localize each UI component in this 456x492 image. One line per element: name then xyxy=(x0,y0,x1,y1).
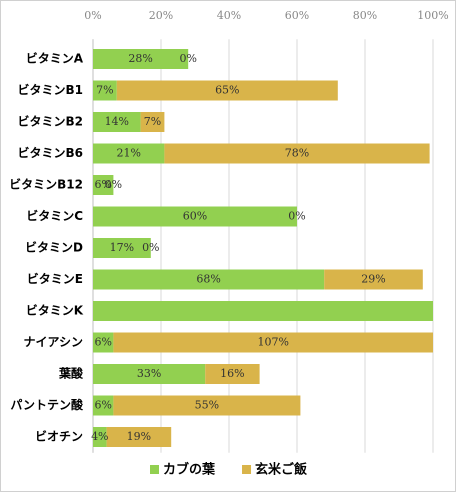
data-label: 7% xyxy=(96,84,113,97)
data-label: 14% xyxy=(105,115,129,128)
bar-segment xyxy=(93,112,141,132)
legend-swatch xyxy=(150,465,159,474)
data-label: 21% xyxy=(116,147,140,160)
data-label: 0% xyxy=(142,241,159,254)
data-label: 60% xyxy=(183,210,207,223)
x-tick-label: 20% xyxy=(149,9,173,22)
bar-segment xyxy=(324,269,423,290)
y-tick-label: ビオチン xyxy=(35,429,83,444)
y-tick-label: ビタミンB2 xyxy=(18,114,84,129)
data-label: 65% xyxy=(215,84,239,97)
data-label: 78% xyxy=(285,147,309,160)
bar-segment xyxy=(93,301,433,321)
data-label: 0% xyxy=(179,52,196,65)
data-label: 0% xyxy=(288,210,305,223)
bar-segment xyxy=(116,80,338,101)
bar-segment xyxy=(93,175,114,195)
y-tick-label: ナイアシン xyxy=(23,335,83,349)
data-label: 28% xyxy=(128,52,152,65)
bar-segment xyxy=(93,80,117,101)
bar-segment xyxy=(93,332,114,353)
data-label: 107% xyxy=(257,336,288,349)
y-tick-label: ビタミンD xyxy=(25,240,83,255)
x-tick-label: 60% xyxy=(285,9,309,22)
bar-segment xyxy=(93,143,165,164)
y-tick-label: ビタミンB12 xyxy=(9,177,83,192)
x-tick-label: 40% xyxy=(217,9,241,22)
y-tick-label: ビタミンE xyxy=(27,271,83,286)
bar-segment xyxy=(205,364,260,384)
bar-segment xyxy=(93,206,297,227)
bar-segment xyxy=(164,143,430,164)
bar-segment xyxy=(93,49,189,69)
data-label: 17% xyxy=(110,241,134,254)
legend-label: カブの葉 xyxy=(163,462,216,478)
data-label: 4% xyxy=(91,430,108,443)
data-label: 55% xyxy=(195,399,219,412)
bar-segment xyxy=(93,364,206,384)
x-tick-label: 0% xyxy=(84,9,101,22)
bar-segment xyxy=(113,332,433,353)
bar-segment xyxy=(106,427,172,447)
data-label: 33% xyxy=(137,367,161,380)
data-label: 68% xyxy=(196,273,220,286)
x-tick-label: 100% xyxy=(417,9,448,22)
data-label: 6% xyxy=(94,399,111,412)
legend-label: 玄米ご飯 xyxy=(255,462,307,478)
data-label: 7% xyxy=(144,115,161,128)
y-tick-label: ビタミンB1 xyxy=(18,82,84,97)
data-label: 19% xyxy=(127,430,151,443)
y-tick-label: ビタミンB6 xyxy=(18,145,84,160)
bar-segment xyxy=(93,395,114,416)
y-tick-label: ビタミンK xyxy=(26,303,84,318)
data-label: 16% xyxy=(220,367,244,380)
bar-segment xyxy=(93,427,107,447)
labels: 0% 20% 40% 60% 80% 100% ビタミンA 28% 0% ビタミンB1 7% 65% ビ… xyxy=(9,9,449,478)
bar-segment xyxy=(93,238,151,258)
legend-swatch xyxy=(242,465,252,474)
bars xyxy=(93,49,433,447)
data-label: 6% xyxy=(94,336,111,349)
bar-segment xyxy=(113,395,301,416)
y-tick-label: 葉酸 xyxy=(58,366,84,381)
y-tick-label: パントテン酸 xyxy=(10,397,84,412)
y-tick-label: ビタミンC xyxy=(26,208,83,223)
x-tick-label: 80% xyxy=(353,9,377,22)
y-tick-label: ビタミンA xyxy=(26,51,84,66)
bar-segment xyxy=(93,269,325,290)
data-label: 0% xyxy=(105,178,122,191)
bar-segment xyxy=(140,112,165,132)
data-label: 29% xyxy=(361,273,385,286)
data-label: 6% xyxy=(94,178,111,191)
